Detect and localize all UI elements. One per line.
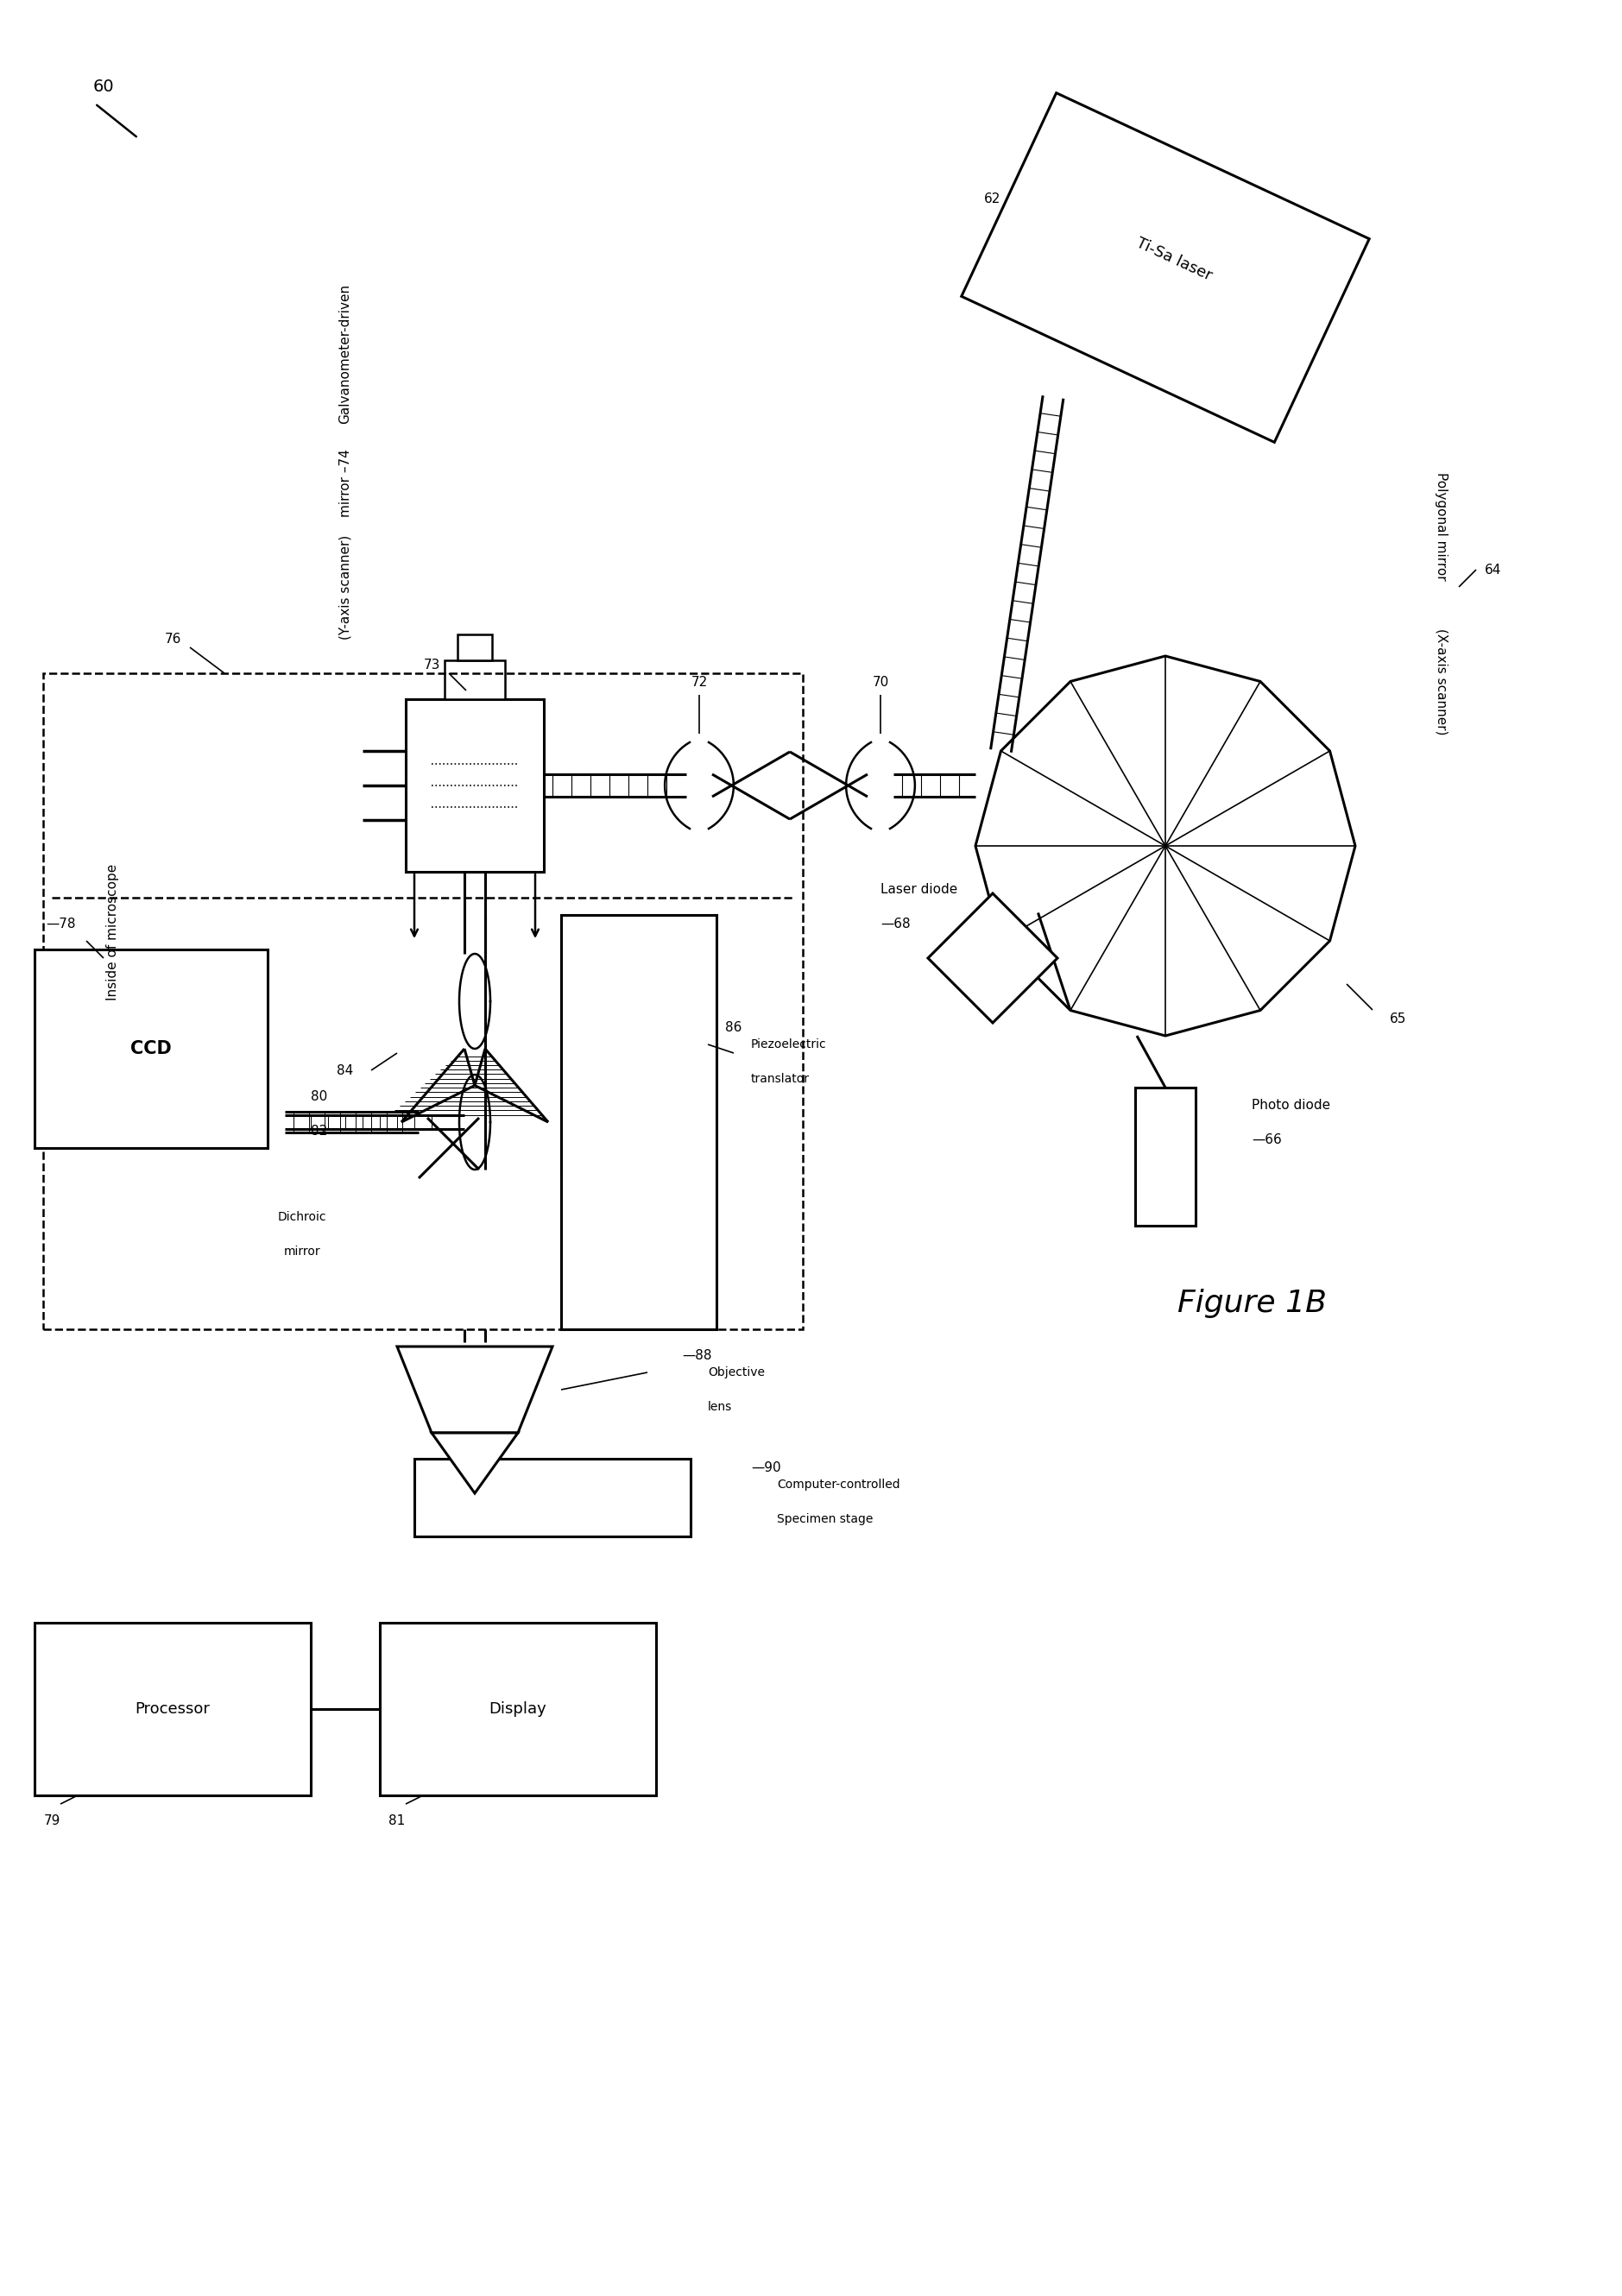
Bar <box>444 661 504 700</box>
Text: Objective: Objective <box>707 1366 766 1378</box>
Text: Dichroic: Dichroic <box>277 1210 326 1224</box>
Polygon shape <box>397 1345 553 1433</box>
Text: —68: —68 <box>881 916 910 930</box>
Bar <box>457 634 491 661</box>
Text: (Y-axis scanner): (Y-axis scanner) <box>339 535 352 638</box>
Text: Display: Display <box>490 1701 547 1717</box>
Text: CCD: CCD <box>130 1040 172 1058</box>
Text: 79: 79 <box>44 1814 60 1828</box>
Text: Specimen stage: Specimen stage <box>777 1513 873 1525</box>
Text: Laser diode: Laser diode <box>881 882 957 895</box>
Bar <box>414 1458 691 1536</box>
Text: 84: 84 <box>337 1063 354 1077</box>
Text: 72: 72 <box>691 675 707 689</box>
Polygon shape <box>431 1433 517 1492</box>
Text: Piezoelectric: Piezoelectric <box>751 1038 827 1052</box>
Text: Computer-controlled: Computer-controlled <box>777 1479 900 1490</box>
Text: mirror –74: mirror –74 <box>339 450 352 517</box>
Bar <box>34 951 268 1148</box>
Text: 70: 70 <box>873 675 889 689</box>
Text: 65: 65 <box>1390 1013 1406 1024</box>
Text: —78: —78 <box>45 916 75 930</box>
Text: translator: translator <box>751 1072 809 1086</box>
Text: mirror: mirror <box>284 1244 321 1258</box>
Polygon shape <box>962 92 1369 443</box>
Text: 76: 76 <box>164 631 182 645</box>
Text: —88: —88 <box>681 1348 712 1362</box>
Bar <box>406 700 543 872</box>
Bar <box>561 914 717 1329</box>
Text: 62: 62 <box>985 193 1001 204</box>
Text: lens: lens <box>707 1401 732 1412</box>
Polygon shape <box>928 893 1058 1022</box>
Polygon shape <box>975 657 1356 1035</box>
Bar <box>380 1623 655 1795</box>
Text: Figure 1B: Figure 1B <box>1178 1288 1327 1318</box>
Text: Galvanometer-driven: Galvanometer-driven <box>339 285 352 425</box>
Text: 80: 80 <box>311 1091 328 1102</box>
Text: 86: 86 <box>725 1022 741 1033</box>
Text: Photo diode: Photo diode <box>1252 1097 1330 1111</box>
Text: 60: 60 <box>92 78 114 94</box>
Text: 73: 73 <box>423 659 440 670</box>
Text: Polygonal mirror: Polygonal mirror <box>1435 473 1448 581</box>
Text: 64: 64 <box>1486 563 1502 576</box>
Text: —90: —90 <box>751 1460 780 1474</box>
Text: Inside of microscope: Inside of microscope <box>105 863 118 1001</box>
Text: (X-axis scanner): (X-axis scanner) <box>1435 629 1448 735</box>
Text: Ti-Sa laser: Ti-Sa laser <box>1134 234 1215 282</box>
Bar <box>34 1623 311 1795</box>
Bar <box>1135 1088 1195 1226</box>
Text: —66: —66 <box>1252 1132 1281 1146</box>
Text: 82: 82 <box>311 1125 328 1137</box>
Text: Processor: Processor <box>135 1701 211 1717</box>
Text: 81: 81 <box>389 1814 406 1828</box>
Bar <box>44 673 803 1329</box>
